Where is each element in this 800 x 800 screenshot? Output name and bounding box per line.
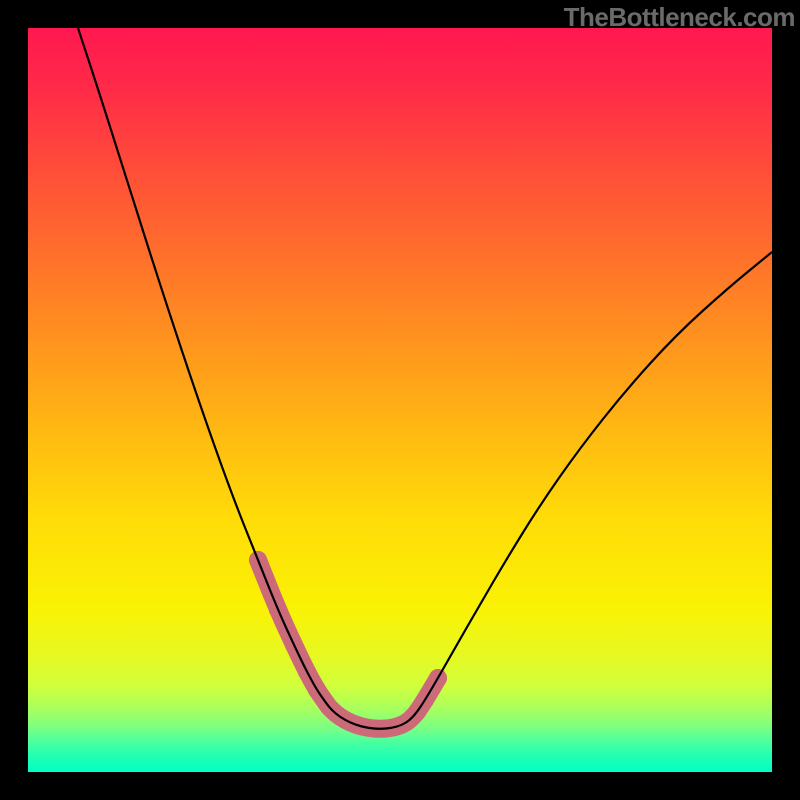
gradient-background [28, 28, 772, 772]
watermark-text: TheBottleneck.com [564, 2, 795, 33]
plot-svg [0, 0, 800, 800]
